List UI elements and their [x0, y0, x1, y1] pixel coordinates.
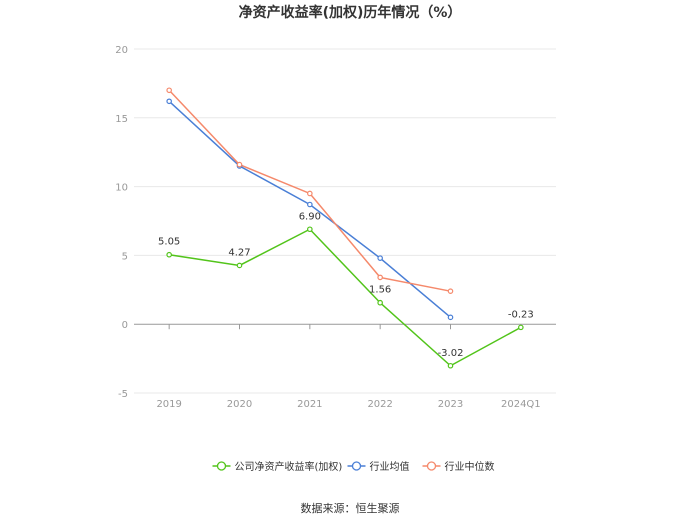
legend-marker	[216, 461, 227, 471]
x-tick-label: 2022	[367, 399, 392, 410]
data-label: 5.05	[158, 237, 180, 248]
y-tick-label: 10	[115, 183, 128, 194]
data-point[interactable]	[166, 87, 172, 94]
series-line-1	[168, 100, 451, 318]
y-tick-label: -5	[118, 389, 128, 400]
legend[interactable]: 公司净资产收益率(加权) 行业均值 行业中位数	[212, 460, 495, 473]
y-tick-label: 20	[115, 45, 128, 56]
data-label: 4.27	[228, 247, 250, 258]
data-point[interactable]	[307, 190, 313, 197]
legend-label: 公司净资产收益率(加权)	[235, 460, 343, 473]
source-note: 数据来源：恒生聚源	[301, 501, 400, 515]
grid	[134, 48, 556, 394]
data-label: 1.56	[369, 285, 391, 296]
legend-label: 行业中位数	[445, 460, 495, 473]
data-point[interactable]	[447, 362, 454, 369]
data-point[interactable]	[166, 251, 172, 258]
legend-label: 行业均值	[370, 460, 410, 473]
data-point[interactable]	[447, 314, 454, 321]
y-tick-label: 5	[122, 251, 128, 262]
legend-item-2[interactable]: 行业中位数	[422, 460, 495, 473]
chart-title: 净资产收益率(加权)历年情况（%）	[239, 4, 462, 21]
x-tick-label: 2024Q1	[501, 399, 541, 410]
x-tick-label: 2021	[297, 399, 322, 410]
data-point[interactable]	[447, 288, 454, 294]
y-tick-label: 15	[115, 114, 128, 125]
data-point[interactable]	[166, 98, 172, 105]
legend-marker	[426, 461, 437, 471]
data-label: -3.02	[438, 348, 464, 359]
data-point[interactable]	[236, 161, 243, 168]
series-line-0	[169, 228, 522, 367]
data-label: -0.23	[508, 309, 534, 320]
data-point[interactable]	[377, 299, 383, 306]
legend-item-1[interactable]: 行业均值	[347, 460, 410, 473]
x-axis: 2019 2020 2021 2022 2023 2024Q1	[156, 324, 541, 410]
legend-marker	[351, 461, 362, 471]
data-labels: 5.05 4.27 6.90 1.56 -3.02 -0.23	[158, 211, 534, 358]
x-tick-label: 2019	[156, 399, 181, 410]
data-point[interactable]	[518, 324, 524, 331]
data-label: 6.90	[299, 211, 321, 222]
data-point[interactable]	[377, 274, 383, 281]
x-tick-label: 2023	[438, 399, 463, 410]
data-point[interactable]	[236, 262, 243, 269]
series-points	[166, 87, 524, 369]
y-tick-label: 0	[122, 320, 128, 331]
data-point[interactable]	[307, 226, 313, 233]
legend-item-0[interactable]: 公司净资产收益率(加权)	[212, 460, 343, 473]
y-axis: -5 0 5 10 15 20	[115, 45, 128, 400]
data-point[interactable]	[307, 201, 313, 208]
data-point[interactable]	[377, 255, 383, 261]
x-tick-label: 2020	[227, 399, 252, 410]
